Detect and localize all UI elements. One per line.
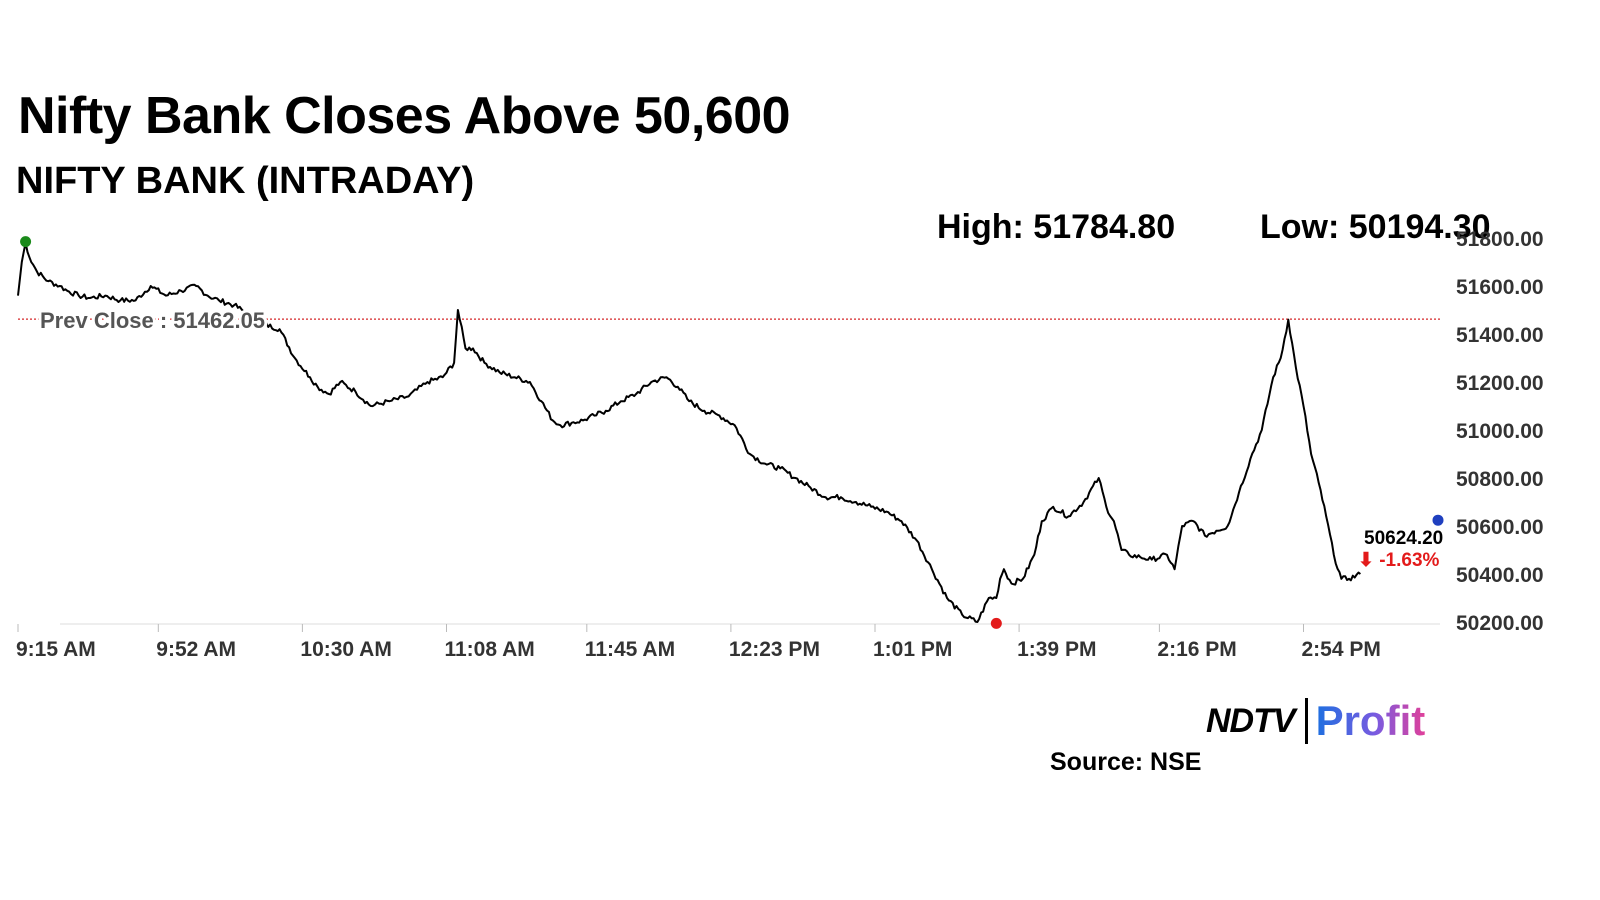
x-tick-label: 9:15 AM	[16, 638, 96, 661]
y-tick-label: 50400.00	[1456, 564, 1544, 587]
close-marker	[1432, 514, 1444, 526]
x-tick-label: 1:39 PM	[1017, 638, 1096, 661]
low-value: Low: 50194.30	[1260, 208, 1491, 246]
y-tick-label: 50800.00	[1456, 468, 1544, 491]
y-tick-label: 51000.00	[1456, 420, 1544, 443]
high-value: High: 51784.80	[937, 208, 1176, 246]
high-marker	[20, 236, 32, 248]
y-tick-label: 50600.00	[1456, 516, 1544, 539]
x-tick-label: 9:52 AM	[156, 638, 236, 661]
x-tick-label: 11:08 AM	[444, 638, 534, 661]
y-tick-label: 51600.00	[1456, 276, 1544, 299]
price-series-line	[17, 241, 1361, 623]
x-tick-label: 2:16 PM	[1157, 638, 1236, 661]
ndtv-profit-logo: NDTV Profit	[1206, 696, 1425, 746]
x-tick-label: 1:01 PM	[873, 638, 952, 661]
y-axis: 51800.00 51600.00 51400.00 51200.00 51000.00…	[1456, 228, 1544, 635]
logo-profit-text: Profit	[1315, 697, 1426, 744]
x-tick-label: 10:30 AM	[300, 638, 391, 661]
prev-close-label: Prev Close : 51462.05	[40, 308, 265, 333]
y-tick-label: 51800.00	[1456, 228, 1544, 251]
change-percent-label: ⬇ -1.63%	[1358, 550, 1440, 571]
logo-ndtv-text: NDTV	[1206, 701, 1296, 740]
x-axis: 9:15 AM 9:52 AM 10:30 AM 11:08 AM 11:45 AM 12…	[16, 624, 1381, 661]
page-title: Nifty Bank Closes Above 50,600	[18, 87, 791, 145]
chart-subtitle: NIFTY BANK (INTRADAY)	[16, 160, 475, 202]
x-tick-label: 12:23 PM	[729, 638, 820, 661]
low-marker	[990, 617, 1002, 629]
x-tick-label: 2:54 PM	[1301, 638, 1380, 661]
source-note: Source: NSE	[1050, 748, 1202, 776]
x-tick-label: 11:45 AM	[585, 638, 675, 661]
y-tick-label: 51200.00	[1456, 372, 1544, 395]
logo-divider	[1304, 698, 1308, 744]
last-value-label: 50624.20	[1364, 528, 1443, 549]
y-tick-label: 50200.00	[1456, 612, 1544, 635]
y-tick-label: 51400.00	[1456, 324, 1544, 347]
